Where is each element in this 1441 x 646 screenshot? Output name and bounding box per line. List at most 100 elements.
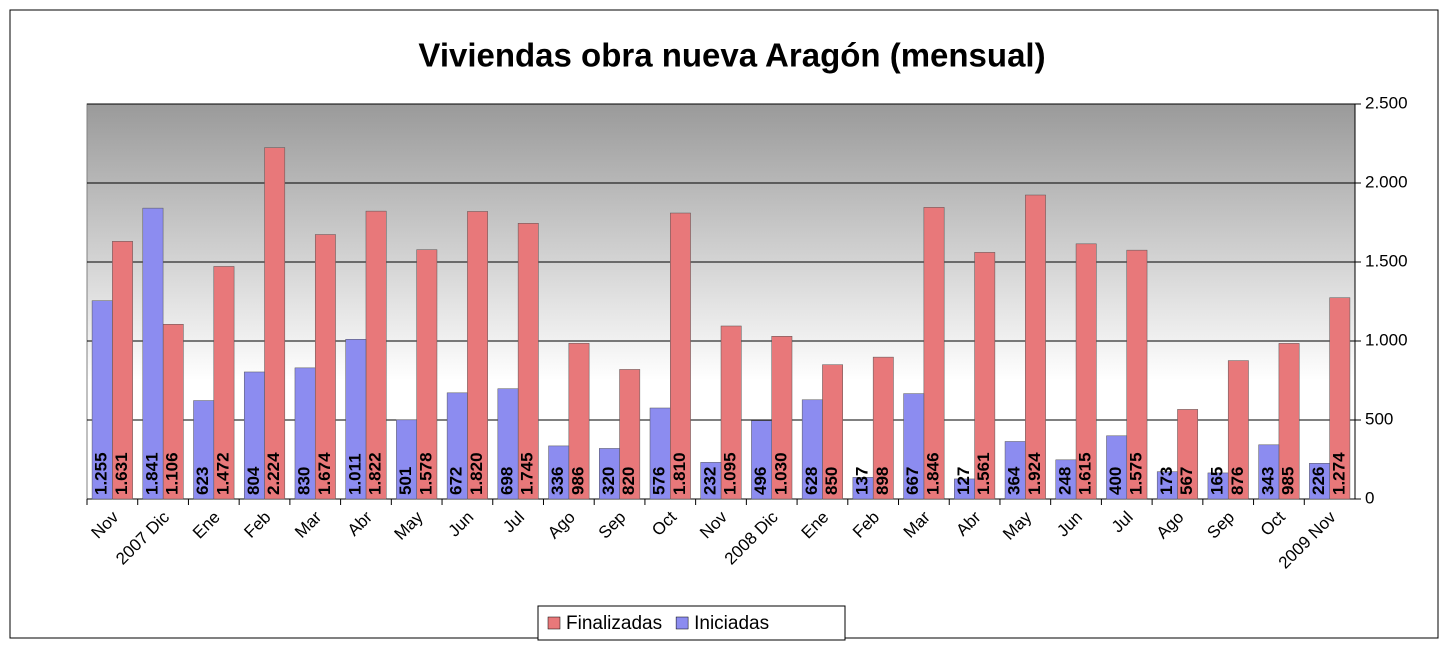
bar <box>670 212 691 500</box>
bar <box>1329 297 1351 500</box>
value-label: 576 <box>650 467 669 495</box>
bar <box>771 336 793 500</box>
bar <box>193 400 215 500</box>
bar <box>548 445 570 500</box>
value-label: 1.674 <box>315 452 334 495</box>
value-label: 1.924 <box>1025 452 1044 495</box>
value-label: 628 <box>802 467 821 495</box>
bar <box>801 399 823 500</box>
value-label: 898 <box>873 467 892 495</box>
bar <box>314 234 336 500</box>
value-label: 985 <box>1279 467 1298 495</box>
value-label: 567 <box>1177 467 1196 495</box>
value-label: 226 <box>1309 467 1328 495</box>
value-label: 364 <box>1005 466 1024 495</box>
value-label: 165 <box>1208 467 1227 495</box>
bar <box>720 325 742 500</box>
value-label: 1.615 <box>1076 452 1095 495</box>
bar <box>1177 409 1199 500</box>
bar <box>213 266 235 500</box>
value-label: 336 <box>548 467 567 495</box>
value-label: 1.578 <box>416 452 435 495</box>
legend-label: Iniciadas <box>694 613 769 634</box>
y-tick-label: 1.000 <box>1365 330 1408 349</box>
value-label: 127 <box>954 467 973 495</box>
value-label: 1.575 <box>1126 452 1145 495</box>
value-label: 1.810 <box>670 452 689 495</box>
value-label: 320 <box>599 467 618 495</box>
bar <box>1309 463 1330 500</box>
value-label: 1.745 <box>518 452 537 495</box>
value-label: 986 <box>568 467 587 495</box>
value-label: 1.472 <box>213 452 232 495</box>
value-label: 1.274 <box>1329 452 1348 495</box>
y-tick-label: 500 <box>1365 409 1393 428</box>
value-label: 496 <box>751 467 770 495</box>
y-tick-label: 2.500 <box>1365 93 1408 112</box>
y-tick-label: 0 <box>1365 488 1374 507</box>
value-label: 137 <box>853 467 872 495</box>
bar <box>91 300 113 500</box>
value-label: 343 <box>1258 467 1277 495</box>
bar <box>954 478 975 500</box>
value-label: 173 <box>1157 467 1176 495</box>
y-tick-label: 1.500 <box>1365 251 1408 270</box>
value-label: 1.841 <box>142 452 161 495</box>
legend-swatch <box>547 616 561 630</box>
value-label: 672 <box>447 467 466 495</box>
bar <box>568 342 590 500</box>
bar <box>294 367 316 500</box>
bar <box>1025 194 1046 500</box>
bar <box>396 419 417 500</box>
bar <box>1278 343 1300 500</box>
value-label: 623 <box>193 467 212 495</box>
value-label: 1.561 <box>974 452 993 495</box>
bar <box>599 448 620 500</box>
bar <box>974 252 996 500</box>
bar <box>142 207 164 500</box>
value-label: 804 <box>244 466 263 495</box>
bar <box>264 147 286 500</box>
bar <box>446 392 468 500</box>
value-label: 667 <box>903 467 922 495</box>
value-label: 876 <box>1228 467 1247 495</box>
value-label: 1.030 <box>771 452 790 495</box>
bar <box>1106 435 1128 500</box>
value-label: 400 <box>1106 467 1125 495</box>
bar <box>751 420 772 500</box>
bar <box>1055 459 1077 500</box>
bar <box>619 369 641 500</box>
value-label: 1.095 <box>721 452 740 495</box>
legend-box <box>537 605 846 641</box>
y-tick-label: 2.000 <box>1365 172 1408 191</box>
value-label: 1.820 <box>467 452 486 495</box>
chart-title: Viviendas obra nueva Aragón (mensual) <box>418 37 1045 74</box>
bar <box>852 477 874 500</box>
bar <box>872 356 894 500</box>
bar <box>1258 444 1280 500</box>
bar <box>1207 472 1229 500</box>
bar <box>700 462 722 500</box>
value-label: 1.631 <box>112 452 131 495</box>
legend-label: Finalizadas <box>566 613 662 634</box>
bar <box>923 207 945 500</box>
value-label: 501 <box>396 467 415 495</box>
bar <box>1126 249 1148 500</box>
bar <box>903 393 925 500</box>
bar <box>649 407 671 500</box>
value-label: 850 <box>822 467 841 495</box>
bar <box>517 223 539 500</box>
bar <box>467 211 488 500</box>
value-label: 1.011 <box>345 453 364 495</box>
bar <box>1004 441 1026 500</box>
value-label: 1.255 <box>92 452 111 495</box>
value-label: 232 <box>700 467 719 495</box>
value-label: 1.822 <box>366 452 385 495</box>
bar <box>1156 471 1178 500</box>
value-label: 248 <box>1055 467 1074 495</box>
legend-swatch <box>675 616 689 630</box>
bar <box>243 371 265 500</box>
bar <box>1075 243 1097 500</box>
bar <box>1227 360 1249 500</box>
